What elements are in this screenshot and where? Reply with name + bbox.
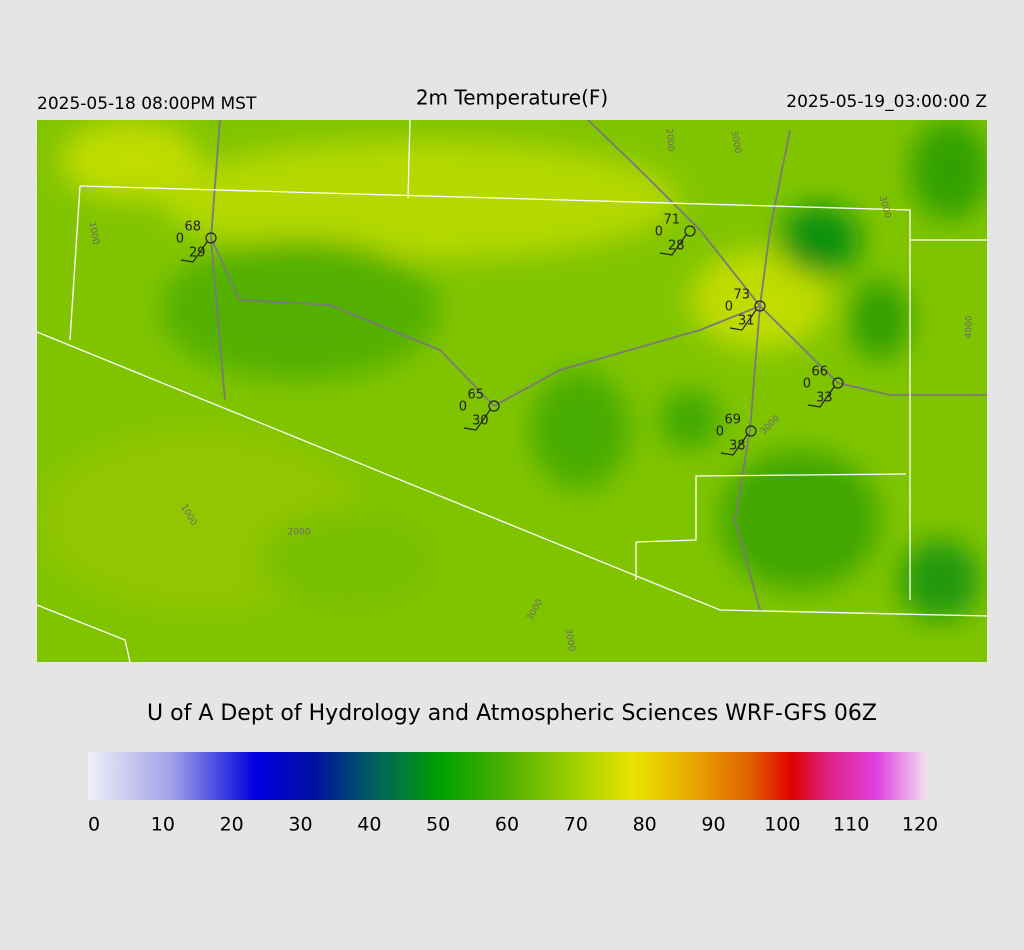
colorbar-tick-label: 50 <box>426 814 450 836</box>
station-circle <box>832 377 844 389</box>
wind-barb <box>463 409 491 431</box>
contour-label: 2000 <box>664 128 676 152</box>
contour-label: 4000 <box>965 315 975 338</box>
temperature: 71 <box>663 213 680 228</box>
colorbar-tick-label: 20 <box>220 814 244 836</box>
temperature: 65 <box>467 388 484 403</box>
map-title: 2m Temperature(F) <box>416 86 608 110</box>
dewpoint: 28 <box>668 239 685 254</box>
wind-barb <box>659 234 687 256</box>
colorbar-ticks: 0 10 20 30 40 50 60 70 80 90 100 110 120 <box>88 814 938 836</box>
wind-barb <box>720 434 748 456</box>
colorbar-tick-label: 110 <box>833 814 869 836</box>
contour-label: 2000 <box>288 528 311 538</box>
dewpoint: 38 <box>729 439 746 454</box>
station-circle <box>205 232 217 244</box>
colorbar-tick-label: 90 <box>701 814 725 836</box>
station: 730 31 <box>725 288 766 331</box>
colorbar-tick-label: 40 <box>357 814 381 836</box>
temperature: 73 <box>733 288 750 303</box>
station: 680 29 <box>176 220 217 263</box>
colorbar-tick-label: 0 <box>88 814 100 836</box>
station: 660 33 <box>803 365 844 408</box>
temperature: 68 <box>184 220 201 235</box>
borders <box>37 120 987 662</box>
colorbar-tick-label: 70 <box>564 814 588 836</box>
contour-label: 3000 <box>729 130 743 155</box>
temperature: 69 <box>724 413 741 428</box>
dewpoint: 29 <box>189 246 206 261</box>
station-circle <box>684 225 696 237</box>
station-circle <box>754 300 766 312</box>
utc-time: 2025-05-19_03:00:00 Z <box>786 92 987 112</box>
station-circle <box>488 400 500 412</box>
colorbar <box>88 752 927 800</box>
wind-barb <box>180 241 208 263</box>
colorbar-tick-label: 80 <box>633 814 657 836</box>
wind-speed: 0 <box>725 300 733 315</box>
wind-barb <box>807 386 835 408</box>
wind-speed: 0 <box>459 400 467 415</box>
dewpoint: 31 <box>738 314 755 329</box>
colorbar-tick-label: 30 <box>288 814 312 836</box>
map: 1000 1000 2000 3000 3000 2000 3000 3000 … <box>37 120 987 662</box>
colorbar-tick-label: 10 <box>151 814 175 836</box>
colorbar-tick-label: 100 <box>764 814 800 836</box>
wind-speed: 0 <box>803 377 811 392</box>
contour-label: 1000 <box>87 221 101 246</box>
station-circle <box>745 425 757 437</box>
station: 650 30 <box>459 388 500 431</box>
dewpoint: 33 <box>816 391 833 406</box>
dewpoint: 30 <box>472 414 489 429</box>
wind-speed: 0 <box>176 232 184 247</box>
wind-speed: 0 <box>655 225 663 240</box>
colorbar-tick-label: 60 <box>495 814 519 836</box>
contour-label: 3000 <box>563 628 577 653</box>
temperature: 66 <box>811 365 828 380</box>
station: 710 28 <box>655 213 696 256</box>
colorbar-tick-label: 120 <box>902 814 938 836</box>
local-time: 2025-05-18 08:00PM MST <box>37 94 257 114</box>
wind-barb <box>729 309 757 331</box>
station: 690 38 <box>716 413 757 456</box>
footer: U of A Dept of Hydrology and Atmospheric… <box>147 701 877 726</box>
wind-speed: 0 <box>716 425 724 440</box>
